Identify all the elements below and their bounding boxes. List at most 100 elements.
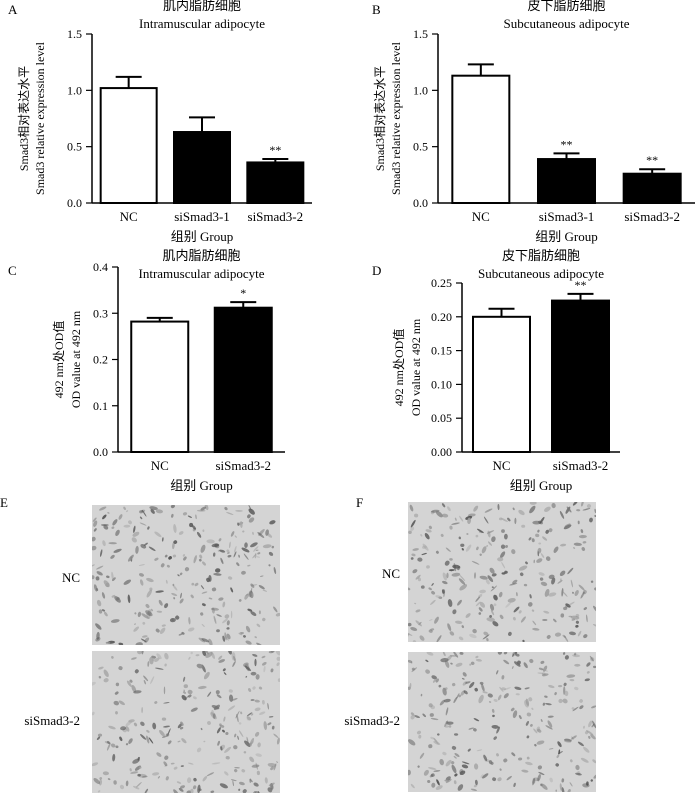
cell-blob — [223, 716, 226, 722]
cell-blob — [234, 766, 240, 769]
cell-blob — [571, 618, 576, 621]
cell-blob — [224, 614, 230, 619]
cell-blob — [501, 675, 505, 680]
cell-blob — [150, 608, 154, 612]
chart-a-ylabel-en: Smad3 relative expression level — [33, 41, 47, 195]
cell-blob — [513, 606, 520, 613]
cell-blob — [430, 628, 435, 631]
cell-blob — [567, 567, 574, 575]
cell-blob — [442, 580, 448, 585]
cell-blob — [179, 598, 184, 604]
cell-blob — [454, 517, 457, 521]
cell-blob — [139, 522, 147, 526]
cell-blob — [503, 758, 508, 763]
cell-blob — [155, 590, 164, 593]
micrograph-texture — [408, 502, 596, 642]
cell-blob — [250, 587, 253, 595]
cell-blob — [140, 543, 147, 549]
cell-blob — [154, 557, 159, 561]
cell-blob — [475, 655, 479, 659]
cell-blob — [592, 605, 596, 613]
cell-blob — [240, 711, 243, 715]
chart-a-ylabel-cn: Smad3相对表达水平 — [17, 66, 31, 171]
cell-blob — [224, 771, 229, 776]
row-label-f-nc: NC — [381, 566, 400, 581]
cell-blob — [163, 686, 166, 695]
cell-blob — [518, 715, 522, 720]
cell-blob — [230, 531, 235, 537]
cell-blob — [547, 720, 553, 728]
cell-blob — [408, 530, 412, 535]
cell-blob — [261, 661, 267, 666]
chart-c-bar — [213, 306, 273, 454]
cell-blob — [532, 627, 540, 631]
cell-blob — [537, 728, 542, 733]
cell-blob — [152, 772, 160, 776]
chart-a-ytick-label: 0.5 — [67, 140, 82, 154]
cell-blob — [454, 733, 459, 736]
chart-d-ytick-label: 0.20 — [431, 310, 452, 324]
cell-blob — [414, 715, 420, 719]
cell-blob — [513, 782, 516, 788]
cell-blob — [561, 787, 565, 792]
cell-blob — [222, 668, 226, 672]
cell-blob — [110, 554, 115, 559]
cell-blob — [161, 624, 166, 627]
cell-blob — [149, 506, 158, 511]
cell-blob — [133, 626, 140, 632]
cell-blob — [539, 516, 545, 524]
cell-blob — [453, 652, 459, 658]
cell-blob — [128, 520, 132, 525]
cell-blob — [537, 529, 540, 533]
cell-blob — [273, 566, 277, 575]
cell-blob — [233, 551, 237, 558]
cell-blob — [118, 642, 124, 645]
cell-blob — [230, 610, 233, 619]
cell-blob — [456, 693, 460, 699]
cell-blob — [482, 634, 490, 640]
cell-blob — [255, 549, 259, 551]
cell-blob — [195, 654, 200, 657]
cell-blob — [92, 564, 95, 567]
cell-blob — [467, 748, 471, 752]
cell-blob — [139, 510, 144, 514]
cell-blob — [256, 642, 263, 645]
cell-blob — [171, 592, 178, 597]
cell-blob — [415, 609, 421, 613]
cell-blob — [254, 658, 257, 667]
cell-blob — [441, 503, 446, 508]
cell-blob — [244, 740, 251, 747]
cell-blob — [120, 726, 127, 731]
cell-blob — [509, 582, 518, 586]
cell-blob — [270, 668, 274, 673]
cell-blob — [473, 763, 479, 770]
cell-blob — [521, 769, 529, 773]
cell-blob — [118, 700, 125, 706]
cell-blob — [143, 680, 147, 685]
cell-blob — [422, 543, 429, 551]
cell-blob — [562, 652, 566, 655]
cell-blob — [428, 703, 433, 708]
micrograph-f-sismad3-2 — [408, 652, 596, 792]
cell-blob — [168, 556, 172, 560]
cell-blob — [137, 611, 142, 618]
cell-blob — [128, 738, 133, 744]
cell-blob — [525, 561, 528, 565]
cell-blob — [425, 659, 429, 663]
cell-blob — [183, 556, 187, 561]
cell-blob — [154, 701, 158, 704]
cell-blob — [224, 506, 228, 511]
cell-blob — [575, 624, 579, 628]
cell-blob — [247, 514, 251, 519]
cell-blob — [411, 667, 415, 671]
cell-blob — [448, 725, 452, 728]
cell-blob — [579, 705, 584, 710]
cell-blob — [216, 629, 220, 633]
cell-blob — [569, 678, 575, 682]
cell-blob — [226, 620, 230, 626]
micrograph-f-nc — [408, 502, 596, 642]
cell-blob — [227, 554, 232, 558]
cell-blob — [205, 651, 213, 658]
cell-blob — [491, 573, 497, 577]
